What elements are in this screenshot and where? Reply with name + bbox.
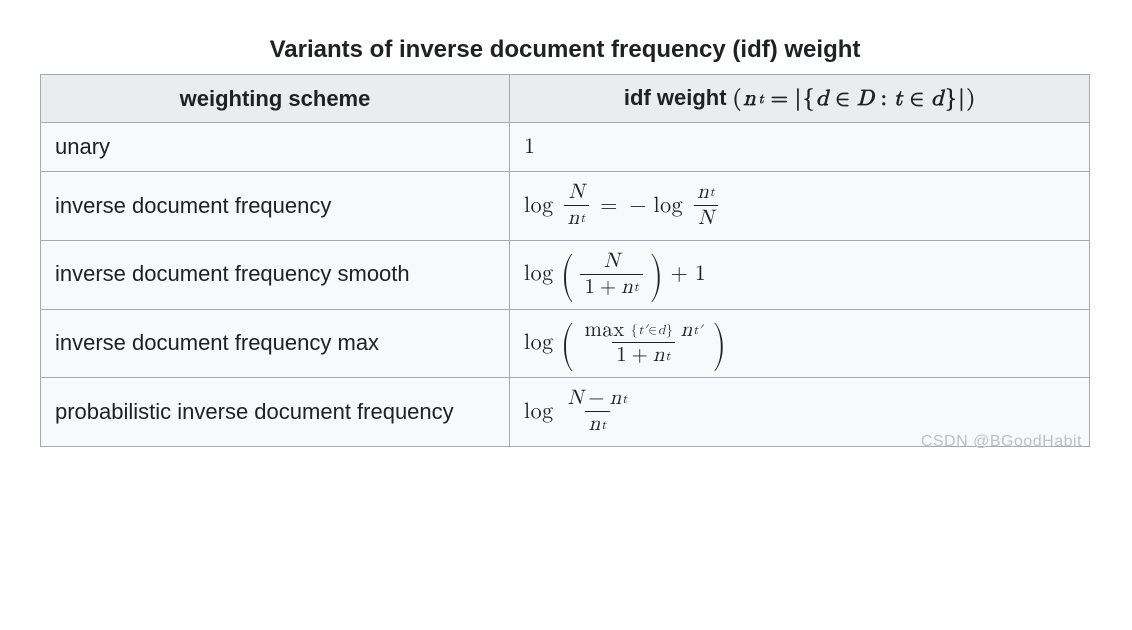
col-header-idf-weight: idf weight ( nt = |{ d ∈ D : t ∈ d }| ) [510, 75, 1090, 123]
table-header-row: weighting scheme idf weight ( nt = |{ d … [41, 75, 1090, 123]
formula-idf-max: log ( max{t′∈d} nt′ 1 + nt ) [524, 320, 727, 368]
table-row: inverse document frequency log N nt = − … [41, 171, 1090, 240]
col-header-idf-label: idf weight [624, 85, 727, 110]
table-wrapper: Variants of inverse document frequency (… [40, 30, 1090, 451]
formula-unary: 1 [524, 134, 535, 160]
table-row: unary 1 [41, 123, 1090, 171]
formula-cell: log N nt = − log nt N [510, 171, 1090, 240]
scheme-cell: inverse document frequency smooth [41, 240, 510, 309]
watermark-text: CSDN @BGoodHabit [40, 433, 1090, 451]
formula-cell: log ( max{t′∈d} nt′ 1 + nt ) [510, 309, 1090, 378]
table-row: inverse document frequency max log ( max… [41, 309, 1090, 378]
formula-cell: 1 [510, 123, 1090, 171]
formula-idf: log N nt = − log nt N [524, 182, 723, 230]
scheme-cell: inverse document frequency max [41, 309, 510, 378]
table-caption: Variants of inverse document frequency (… [40, 30, 1090, 74]
scheme-cell: unary [41, 123, 510, 171]
idf-variants-table: Variants of inverse document frequency (… [40, 30, 1090, 447]
scheme-cell: inverse document frequency [41, 171, 510, 240]
table-row: inverse document frequency smooth log ( … [41, 240, 1090, 309]
formula-idf-smooth: log ( N 1 + nt ) + 1 [524, 251, 706, 299]
formula-cell: log ( N 1 + nt ) + 1 [510, 240, 1090, 309]
nt-definition: ( nt = |{ d ∈ D : t ∈ d }| ) [733, 86, 975, 112]
col-header-scheme: weighting scheme [41, 75, 510, 123]
formula-idf-prob: log N − nt nt [524, 388, 635, 436]
